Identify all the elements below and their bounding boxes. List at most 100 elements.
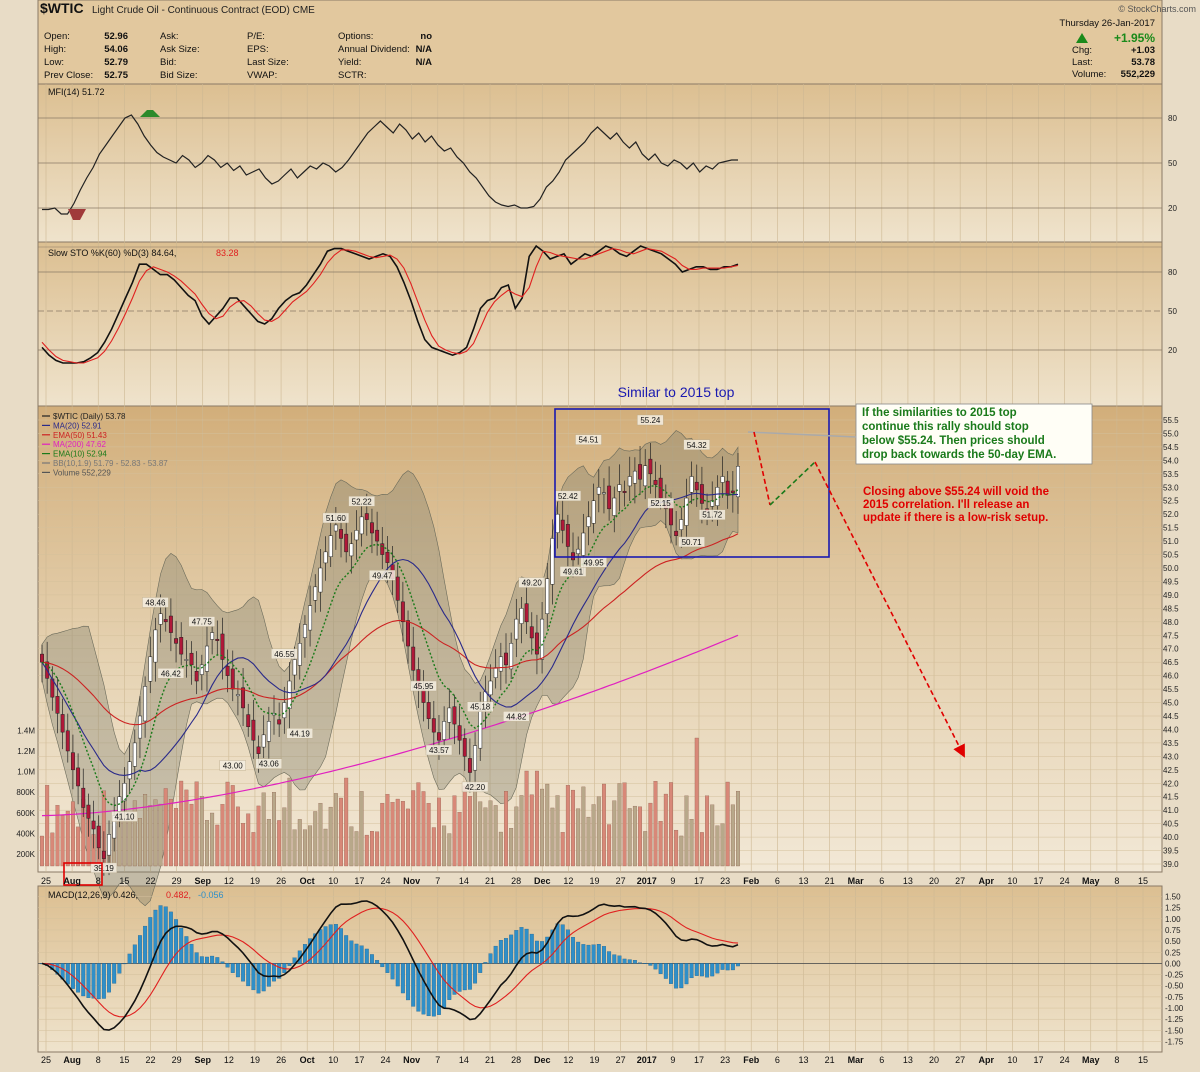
x-tick-label-bottom: 28	[511, 1055, 521, 1065]
candle-body	[725, 480, 730, 496]
mfi-line	[42, 114, 738, 215]
price-label: 55.24	[640, 416, 661, 425]
price-label: 45.18	[470, 703, 491, 712]
volume-bar	[313, 811, 318, 867]
y-tick-label: 44.5	[1163, 712, 1179, 721]
volume-bar	[694, 737, 699, 867]
macd-histogram-bar	[529, 933, 534, 964]
volume-bar	[179, 780, 184, 867]
y-tick-label: 50	[1168, 307, 1177, 316]
macd-histogram-bar	[153, 909, 158, 964]
ema50-line	[41, 533, 739, 726]
candle-body	[158, 613, 163, 625]
y-tick-label: 51.5	[1163, 524, 1179, 533]
candle-body	[225, 665, 230, 676]
candle-body	[638, 464, 642, 480]
sto-line-%D	[41, 248, 739, 364]
x-tick-label-bottom: 13	[798, 1055, 808, 1065]
x-tick-label: Feb	[743, 876, 760, 886]
credit-label: © StockCharts.com	[1118, 4, 1196, 14]
volume-bar	[292, 829, 297, 867]
volume-bar	[602, 783, 606, 867]
x-tick-label: 17	[694, 876, 704, 886]
macd-histogram-bar	[411, 963, 416, 1007]
volume-bar	[168, 799, 173, 867]
price-label-box	[255, 758, 283, 769]
stat-label: Last Size:	[247, 57, 289, 68]
volume-bar	[333, 793, 338, 867]
volume-tick-label: 1.4M	[17, 726, 35, 735]
volume-bar	[431, 827, 436, 867]
macd-histogram-bar	[287, 963, 292, 966]
x-tick-label: 10	[328, 876, 338, 886]
candle-body	[302, 624, 307, 638]
candle-body	[694, 481, 699, 491]
volume-bar	[447, 833, 452, 867]
price-label: 54.51	[578, 436, 599, 445]
candle-body	[292, 659, 297, 676]
candle-body	[519, 608, 524, 624]
y-tick-label: 42.5	[1163, 766, 1179, 775]
candle-body	[395, 576, 400, 601]
volume-bar	[406, 808, 410, 867]
volume-bar	[457, 812, 462, 867]
x-tick-label: 8	[96, 876, 101, 886]
macd-histogram-bar	[607, 951, 612, 964]
x-tick-label-bottom: Sep	[194, 1055, 211, 1065]
volume-bar	[437, 797, 441, 867]
volume-bar	[648, 802, 653, 867]
price-label: 49.20	[522, 579, 543, 588]
candle-body	[586, 516, 591, 527]
x-tick-label: 17	[354, 876, 364, 886]
volume-tick-label: 200K	[16, 850, 35, 859]
candle-body	[60, 714, 65, 733]
macd-histogram-bar	[112, 963, 117, 984]
x-tick-label-bottom: 6	[775, 1055, 780, 1065]
macd-histogram-bar	[498, 940, 503, 964]
candle-body	[540, 618, 545, 660]
candle-body	[266, 721, 271, 742]
y-tick-label: 55.0	[1163, 429, 1179, 438]
y-tick-label: 53.0	[1163, 483, 1179, 492]
y-tick-label: 0.25	[1165, 948, 1181, 957]
macd-histogram-bar	[550, 929, 555, 964]
x-tick-label: 15	[119, 876, 129, 886]
box-title: Similar to 2015 top	[618, 384, 735, 400]
candle-body	[488, 680, 493, 696]
price-label-box	[467, 701, 494, 712]
x-tick-label-bottom: 9	[670, 1055, 675, 1065]
macd-histogram-bar	[308, 938, 313, 964]
macd-histogram-bar	[452, 963, 457, 995]
candle-body	[612, 497, 617, 516]
volume-bar	[658, 821, 663, 867]
macd-histogram-bar	[101, 963, 106, 999]
volume-bar	[163, 788, 168, 867]
price-label: 44.19	[290, 729, 311, 738]
volume-bar	[627, 808, 632, 867]
change-pct-label: +1.95%	[1114, 31, 1155, 45]
x-tick-label: 6	[775, 876, 780, 886]
macd-signal-line	[41, 907, 739, 1018]
volume-bar	[148, 805, 153, 867]
macd-histogram-bar	[81, 963, 86, 997]
x-tick-label-bottom: Mar	[848, 1055, 865, 1065]
candle-body	[349, 543, 354, 557]
x-tick-label-bottom: 20	[929, 1055, 939, 1065]
volume-bar	[323, 828, 328, 867]
x-tick-label-bottom: 23	[720, 1055, 730, 1065]
price-label: 52.22	[352, 497, 373, 506]
y-tick-label: 50.0	[1163, 564, 1179, 573]
x-tick-label-bottom: Aug	[63, 1055, 81, 1065]
macd-histogram-bar	[442, 963, 447, 1009]
volume-bar	[261, 792, 266, 867]
candle-body	[256, 746, 261, 754]
macd-histogram-bar	[602, 946, 606, 964]
y-tick-label: 49.5	[1163, 577, 1179, 586]
description-label: Light Crude Oil - Continuous Contract (E…	[92, 5, 315, 16]
green-note-line: continue this rally should stop	[862, 421, 1029, 433]
y-tick-label: 1.50	[1165, 892, 1181, 901]
candle-body	[107, 834, 111, 856]
stat-value: no	[420, 31, 432, 42]
candle-body	[359, 516, 364, 535]
